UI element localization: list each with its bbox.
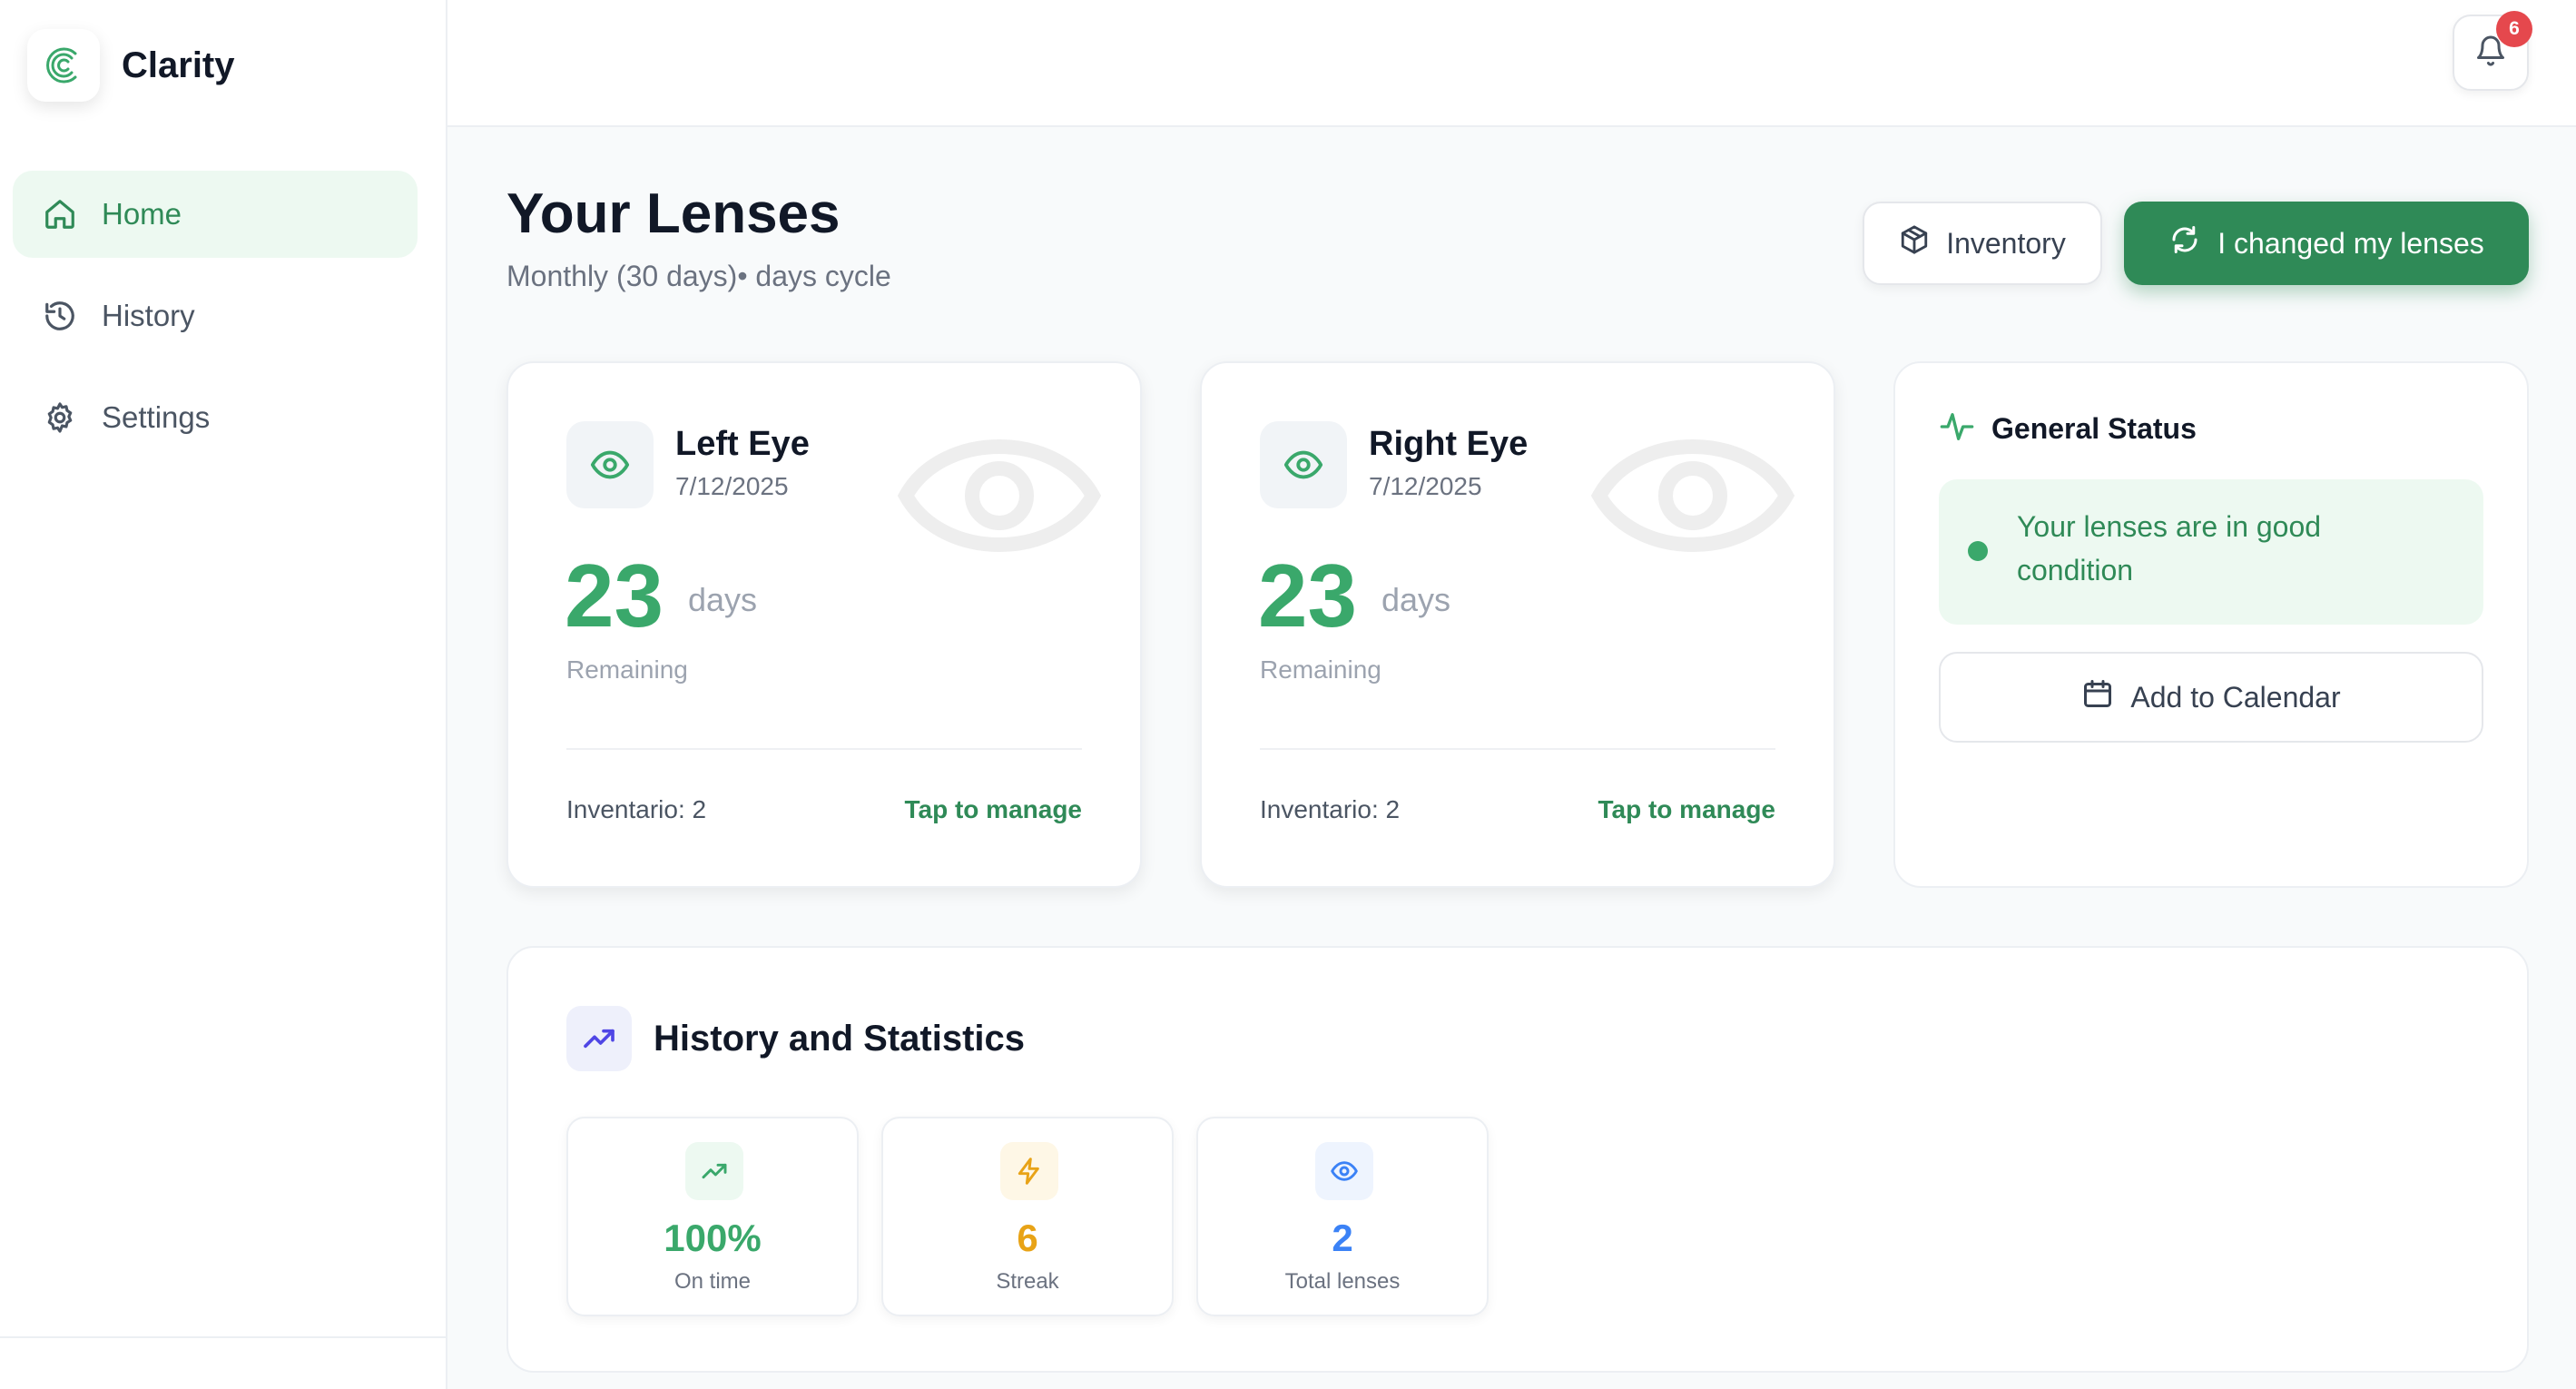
eye-name: Right Eye [1369, 425, 1529, 463]
page-title: Your Lenses [506, 182, 841, 245]
sidebar-nav: Home History Settings [13, 171, 418, 476]
activity-icon [1939, 409, 1975, 449]
inventory-button[interactable]: Inventory [1863, 202, 2102, 285]
status-message: Your lenses are in good condition [2017, 510, 2322, 586]
sidebar: Clarity Home History [0, 0, 447, 1389]
history-statistics-card: History and Statistics 100% On time 6 St… [506, 946, 2529, 1373]
days-remaining-value: 23 [565, 546, 664, 645]
eye-date: 7/12/2025 [675, 472, 789, 500]
card-divider [566, 748, 1082, 750]
eye-date: 7/12/2025 [1369, 472, 1482, 500]
box-icon [1899, 224, 1930, 262]
brand[interactable]: Clarity [27, 29, 235, 102]
sidebar-item-label: Home [102, 197, 182, 231]
eye-icon [566, 421, 654, 508]
background-eye-icon [1590, 421, 1795, 575]
sidebar-item-home[interactable]: Home [13, 171, 418, 258]
sidebar-item-settings[interactable]: Settings [13, 374, 418, 461]
sidebar-item-history[interactable]: History [13, 272, 418, 360]
stat-streak: 6 Streak [881, 1117, 1174, 1316]
lightning-icon [1000, 1142, 1058, 1200]
trending-up-icon [685, 1142, 743, 1200]
eye-icon [1315, 1142, 1373, 1200]
stat-value: 2 [1332, 1217, 1353, 1259]
background-eye-icon [897, 421, 1102, 575]
add-to-calendar-button[interactable]: Add to Calendar [1939, 652, 2483, 743]
left-eye-card[interactable]: Left Eye 7/12/2025 23 days Remaining Inv… [506, 361, 1142, 888]
clarity-logo-icon [27, 29, 100, 102]
status-dot [1968, 541, 1988, 561]
status-title: General Status [1991, 412, 2197, 445]
add-to-calendar-label: Add to Calendar [2130, 680, 2341, 714]
stat-label: On time [673, 1269, 752, 1294]
gear-icon [42, 399, 78, 436]
notification-badge: 6 [2496, 11, 2532, 47]
general-status-card: General Status Your lenses are in good c… [1893, 361, 2529, 888]
inventory-count: Inventario: 2 [566, 795, 707, 823]
history-header: History and Statistics [566, 1006, 1025, 1071]
topbar: 6 [447, 0, 2576, 127]
changed-lenses-label: I changed my lenses [2217, 226, 2484, 260]
brand-name: Clarity [122, 44, 235, 85]
history-icon [42, 298, 78, 334]
eye-name: Left Eye [675, 425, 810, 463]
days-remaining-value: 23 [1258, 546, 1358, 645]
tap-to-manage-link[interactable]: Tap to manage [1598, 795, 1775, 823]
eye-icon [1260, 421, 1347, 508]
remaining-label: Remaining [1260, 655, 1381, 684]
calendar-icon [2081, 677, 2114, 717]
sidebar-item-label: Settings [102, 400, 211, 434]
status-message-box: Your lenses are in good condition [1939, 479, 2483, 625]
stat-value: 100% [664, 1217, 762, 1259]
stat-on-time: 100% On time [566, 1117, 859, 1316]
inventory-count: Inventario: 2 [1260, 795, 1401, 823]
stat-label: Streak [996, 1269, 1059, 1294]
stat-label: Total lenses [1284, 1269, 1401, 1294]
home-icon [42, 196, 78, 232]
right-eye-card[interactable]: Right Eye 7/12/2025 23 days Remaining In… [1200, 361, 1835, 888]
sidebar-footer-divider [0, 1336, 446, 1338]
sidebar-item-label: History [102, 299, 195, 332]
changed-lenses-button[interactable]: I changed my lenses [2124, 202, 2529, 285]
stat-value: 6 [1017, 1217, 1038, 1259]
days-unit: days [1381, 581, 1451, 618]
inventory-button-label: Inventory [1946, 226, 2066, 260]
days-unit: days [688, 581, 758, 618]
tap-to-manage-link[interactable]: Tap to manage [904, 795, 1082, 823]
bell-icon [2474, 34, 2507, 72]
remaining-label: Remaining [566, 655, 688, 684]
trending-up-icon [566, 1006, 632, 1071]
status-header: General Status [1939, 409, 2197, 449]
stat-total-lenses: 2 Total lenses [1196, 1117, 1489, 1316]
notifications-button[interactable]: 6 [2453, 11, 2532, 91]
page-subtitle: Monthly (30 days)• days cycle [506, 260, 891, 292]
refresh-icon [2168, 223, 2201, 263]
card-divider [1260, 748, 1775, 750]
history-title: History and Statistics [654, 1018, 1026, 1059]
